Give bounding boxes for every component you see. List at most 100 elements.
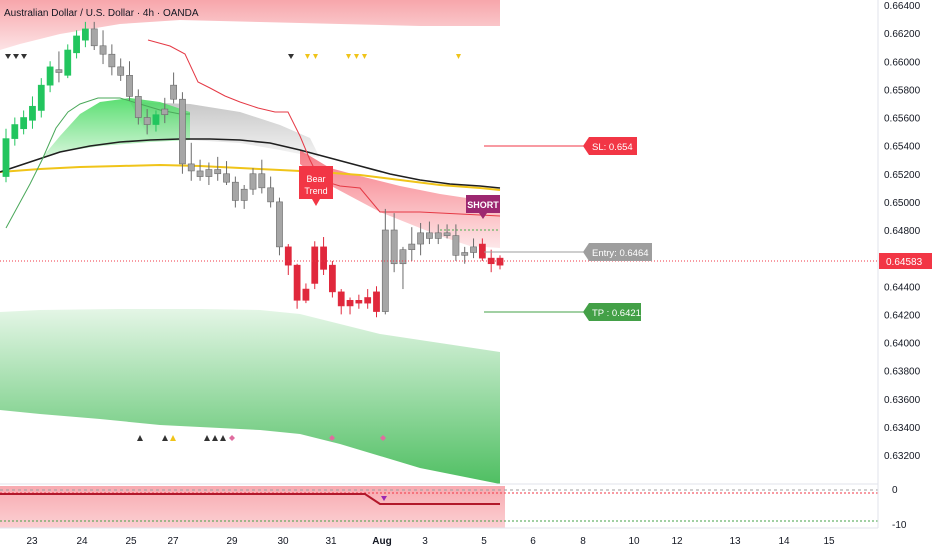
candle [373, 286, 380, 318]
candle-body [249, 173, 257, 190]
candle-body [29, 105, 36, 121]
candle-body [258, 173, 266, 189]
time-tick-label: 13 [729, 536, 741, 547]
candle-body [408, 243, 416, 250]
candle [408, 227, 416, 261]
candle [90, 21, 98, 50]
candle-body [143, 117, 151, 125]
up-triangle-marker [170, 435, 176, 441]
candle-body [346, 300, 354, 307]
candle-body [364, 297, 372, 304]
candle-body [205, 169, 213, 177]
price-tick-label: 0.63400 [884, 423, 921, 434]
candle [134, 89, 142, 125]
price-tick-label: 0.64800 [884, 226, 921, 237]
candle [108, 44, 116, 76]
diamond-marker [229, 435, 235, 441]
indicator-fill [0, 486, 505, 528]
time-tick-label: 14 [778, 536, 790, 547]
candle-body [64, 49, 72, 76]
candle [399, 246, 407, 290]
take-profit-tag[interactable]: TP : 0.6421 [583, 303, 641, 321]
candle-body [214, 169, 222, 175]
candle [231, 176, 239, 208]
candle [99, 30, 107, 65]
price-tick-label: 0.65800 [884, 85, 921, 96]
price-tick-label: 0.65600 [884, 114, 921, 125]
candle [223, 161, 230, 185]
bear-trend-flag[interactable]: Bear Trend [299, 166, 333, 206]
candle-body [117, 66, 125, 76]
indicator-tick-0: 0 [892, 485, 898, 496]
candle-body [161, 108, 169, 115]
candle [240, 185, 248, 209]
candle-body [108, 53, 116, 68]
up-triangle-marker [212, 435, 218, 441]
entry-tag[interactable]: Entry: 0.6464 [583, 243, 652, 261]
time-tick-label: 12 [671, 536, 683, 547]
candle [487, 249, 495, 273]
price-tick-label: 0.65200 [884, 170, 921, 181]
candle [179, 92, 186, 174]
up-triangle-marker [220, 435, 226, 441]
candle [337, 289, 345, 315]
candle-body [134, 96, 142, 118]
price-tick-label: 0.64000 [884, 339, 921, 350]
candlestick-series [2, 21, 504, 318]
candle [417, 222, 424, 256]
stop-loss-tag[interactable]: SL: 0.654 [583, 137, 637, 155]
time-tick-label: 29 [226, 536, 238, 547]
down-triangle-marker [456, 54, 461, 59]
price-axis[interactable]: 0.66400 0.66200 0.66000 0.65800 0.65600 0.654… [877, 0, 932, 550]
candle [205, 162, 213, 185]
short-signal-flag[interactable]: SHORT [466, 195, 500, 219]
price-tick-label: 0.66200 [884, 29, 921, 40]
candle [214, 156, 222, 181]
price-tick-label: 0.66000 [884, 57, 921, 68]
price-tick-label: 0.65400 [884, 142, 921, 153]
time-tick-label: 31 [325, 536, 337, 547]
down-triangle-marker [5, 54, 11, 59]
candle [258, 159, 266, 194]
indicator-pane[interactable] [0, 483, 878, 528]
candle [381, 208, 389, 315]
candle [355, 294, 363, 309]
down-triangle-marker [21, 54, 27, 59]
diamond-marker [380, 435, 386, 441]
time-tick-label: 10 [628, 536, 640, 547]
time-tick-label: 30 [277, 536, 289, 547]
candle [82, 21, 89, 48]
candle-body [470, 246, 477, 253]
candle [320, 237, 327, 275]
candle-body [267, 187, 275, 203]
time-tick-label: 8 [580, 536, 586, 547]
candle [117, 58, 125, 81]
candle [346, 297, 354, 315]
stop-loss-label: SL: 0.654 [592, 142, 633, 153]
price-tick-label: 0.64200 [884, 310, 921, 321]
candle-body [170, 84, 177, 100]
candle [187, 142, 195, 181]
indicator-line [0, 493, 500, 505]
candle [311, 241, 319, 290]
candle-body [126, 75, 133, 97]
indicator-marker [381, 496, 387, 501]
candle [37, 78, 45, 118]
candle-body [196, 170, 204, 177]
time-axis[interactable]: 23 24 25 27 29 30 31 Aug 3 5 6 8 10 12 13 14 15 [0, 527, 932, 550]
price-tick-label: 0.63800 [884, 367, 921, 378]
up-triangle-marker [137, 435, 143, 441]
candle-body [152, 114, 160, 125]
candle-body [37, 84, 45, 111]
take-profit-label: TP : 0.6421 [592, 308, 641, 319]
candle [390, 213, 398, 273]
indicator-tick-neg10: -10 [892, 520, 907, 531]
candle-body [302, 288, 310, 301]
time-tick-label: 24 [76, 536, 88, 547]
entry-label: Entry: 0.6464 [592, 248, 649, 259]
candle [478, 238, 486, 261]
down-triangle-marker [13, 54, 19, 59]
candle-body [399, 249, 407, 265]
candle [196, 159, 204, 181]
